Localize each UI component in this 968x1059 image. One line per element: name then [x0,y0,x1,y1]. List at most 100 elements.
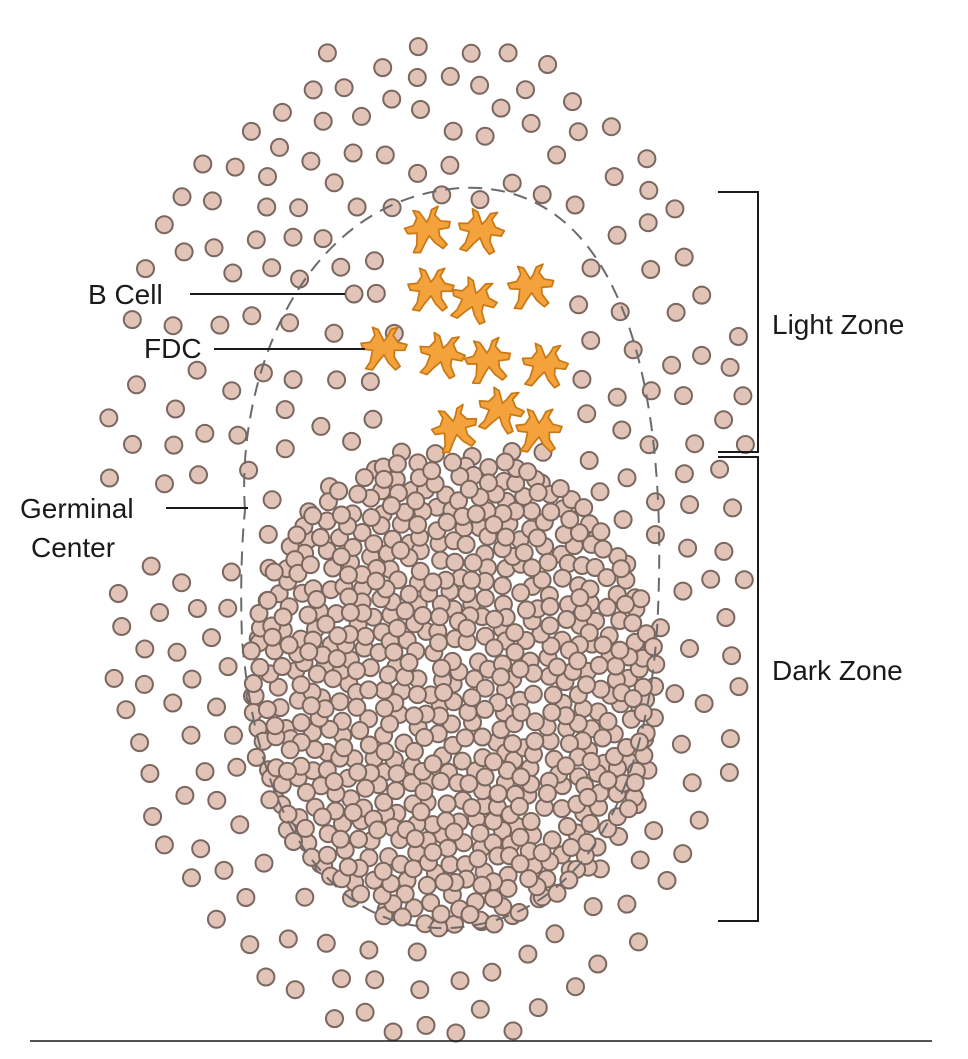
b-cell [581,331,601,350]
dark-zone-b-cell [633,703,653,723]
b-cell [701,569,721,589]
b-cell [236,888,256,907]
dark-zone-b-cell [472,727,492,747]
dark-zone-b-cell [525,712,545,732]
dark-zone-b-cell [496,527,516,547]
dark-zone-b-cell [359,735,379,755]
b-cell [182,669,202,689]
dark-zone-b-cell [299,642,319,662]
b-cell [673,844,693,864]
dark-zone-b-cell [366,571,386,591]
dark-zone-bracket [718,456,759,922]
b-cell-labeled [344,284,364,304]
b-cell [108,584,128,603]
b-cell [163,693,183,713]
b-cell [382,198,402,218]
dark-zone-b-cell [249,603,269,623]
dark-zone-b-cell [307,664,327,684]
dark-zone-b-cell [475,699,495,719]
b-cell [331,257,351,277]
dark-zone-b-cell [414,782,434,802]
b-cell [285,980,305,1000]
dark-zone-b-cell [484,638,504,658]
b-cell [140,764,160,783]
dark-zone-b-cell [606,656,626,676]
b-cell [155,474,174,494]
dark-zone-b-cell [455,728,475,748]
dark-zone-b-cell [505,623,525,643]
b-cell [130,733,150,753]
b-cell [316,933,336,953]
dark-zone-b-cell [505,642,525,662]
b-cell [360,372,380,392]
dark-zone-b-cell [460,905,480,924]
dark-zone-b-cell [301,696,321,716]
dark-zone-b-cell [570,588,590,608]
b-cell [363,409,383,429]
b-cell [735,435,755,454]
b-cell [122,310,142,330]
b-cell [172,573,192,593]
dark-zone-b-cell [527,528,547,548]
b-cell [644,821,664,841]
dark-zone-b-cell [380,714,400,734]
b-cell [733,386,753,406]
dark-zone-b-cell [550,479,570,499]
dark-zone-b-cell [417,875,437,895]
dark-zone-b-cell [542,702,562,722]
b-cell [565,195,585,215]
b-cell-label: B Cell [88,279,163,310]
dark-zone-b-cell [503,734,522,754]
b-cell [671,734,691,754]
b-cell [254,853,274,873]
b-cell [352,106,371,126]
dark-zone-b-cell [311,528,330,547]
dark-zone-b-cell [430,607,450,627]
dark-zone-b-cell [623,689,643,709]
dark-zone-b-cell [593,635,613,655]
b-cell [195,762,215,782]
dark-zone-b-cell [295,818,315,838]
b-cell [324,323,344,343]
b-cell [641,260,661,279]
b-cell [327,370,347,390]
b-cell [579,451,599,470]
b-cell [258,167,277,187]
b-cell [617,468,637,488]
dark-zone-b-cell [623,613,643,633]
b-cell [629,932,648,952]
dark-zone-b-cell [368,820,388,840]
dark-zone-b-cell [429,633,449,653]
dark-zone-b-cell [510,854,530,874]
b-cell [283,370,303,390]
dark-zone-b-cell [381,496,401,516]
b-cell [242,306,262,326]
dark-zone-b-cell [615,594,635,614]
b-cell [410,980,430,1000]
b-cell [187,599,207,618]
dark-zone-b-cell [257,700,277,720]
b-cell [275,439,295,459]
dark-zone-b-cell [395,601,415,621]
dark-zone-b-cell [577,675,596,695]
b-cell [590,482,610,502]
b-cell [210,315,230,335]
dark-zone-b-cell [437,512,457,532]
dark-zone-b-cell [625,773,645,793]
b-cell [100,468,119,488]
b-cell [347,197,367,217]
dark-zone-b-cell [359,680,379,700]
dark-zone-b-cell [374,792,394,812]
dark-zone-b-cell [589,655,609,675]
dark-zone-b-cell [495,452,515,472]
b-cell [182,868,201,888]
dark-zone-b-cell [558,817,577,836]
b-cell [317,43,337,63]
dark-zone-b-cell [437,794,457,814]
b-cell [461,43,481,63]
dark-zone-b-cell [272,657,292,676]
b-cell [240,935,260,955]
dark-zone-b-cell [593,728,613,748]
dark-zone-b-cell [514,543,534,563]
dark-zone-b-cell [265,716,285,736]
